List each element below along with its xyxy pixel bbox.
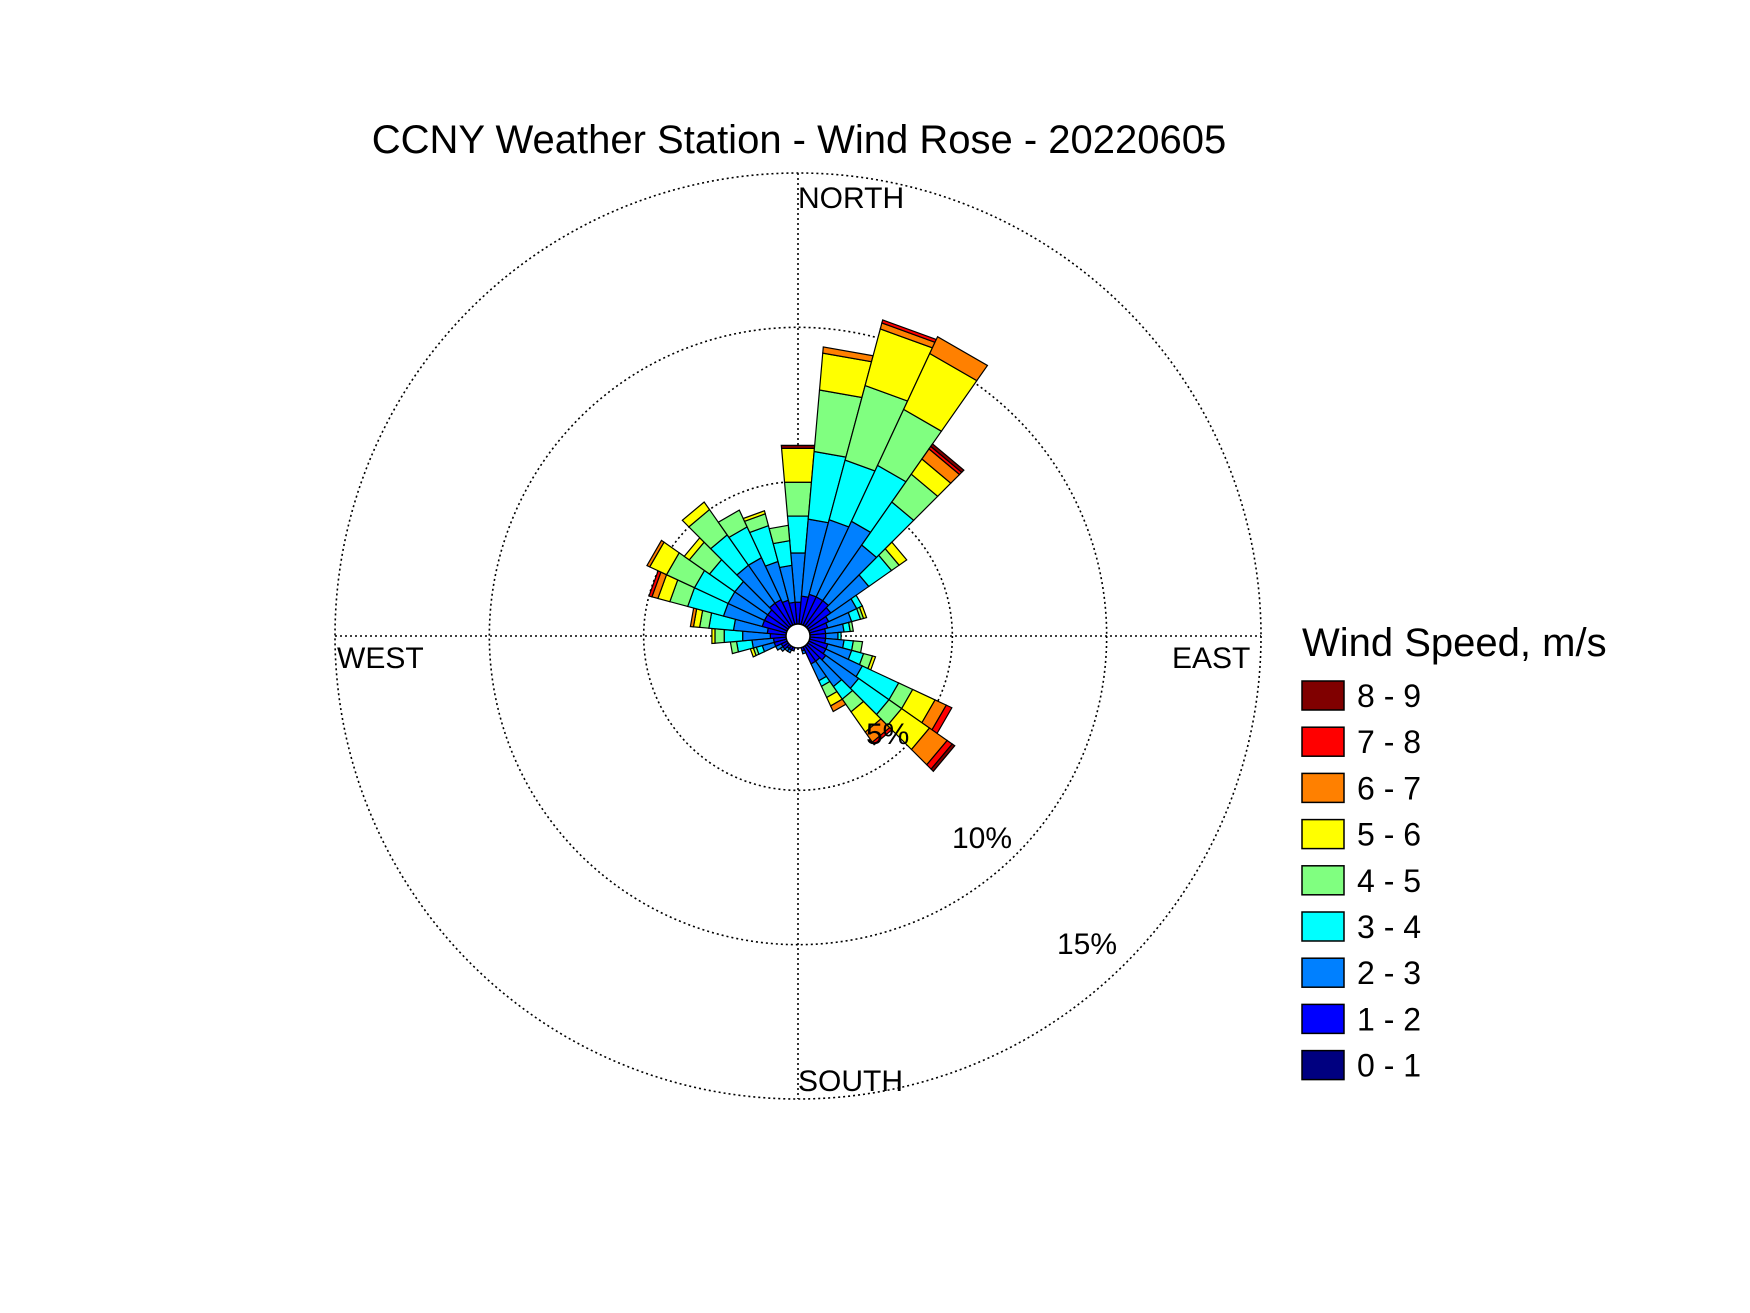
sector-260-speed-4-5 [729,640,740,655]
legend-swatch-8-9 [1301,680,1345,711]
center-hub [785,623,811,649]
chart-title: CCNY Weather Station - Wind Rose - 20220… [372,118,1227,162]
legend-swatch-2-3 [1301,957,1345,988]
ring-label-5: 5% [866,718,909,751]
sector-300-speed-6-7 [646,539,665,568]
west-label: WEST [337,642,424,675]
sector-70-speed-5-6 [858,605,868,620]
legend-label-3-4: 3 - 4 [1357,909,1421,945]
sector-340-speed-5-6 [742,509,766,523]
ring-label-10: 10% [952,822,1012,855]
east-label: EAST [1172,642,1250,675]
sector-130-speed-8-9 [930,743,956,773]
sector-270-speed-4-5 [714,628,725,644]
sector-40-speed-8-9 [929,442,965,474]
legend-label-6-7: 6 - 7 [1357,770,1421,806]
north-label: NORTH [798,182,904,215]
sector-330-speed-4-5 [717,509,748,539]
sector-30-speed-6-7 [928,335,989,382]
legend-swatch-3-4 [1301,911,1345,942]
sector-350-speed-4-5 [768,524,791,545]
sector-270-speed-5-6 [711,627,716,645]
legend-title: Wind Speed, m/s [1302,621,1607,665]
sector-90-speed-3-4 [837,631,842,641]
sector-140-speed-7-8 [871,726,893,746]
legend-label-1-2: 1 - 2 [1357,1001,1421,1037]
legend-label-5-6: 5 - 6 [1357,817,1421,853]
sector-80-speed-4-5 [848,620,855,633]
legend-swatch-4-5 [1301,865,1345,896]
legend-swatch-5-6 [1301,818,1345,850]
legend-swatch-1-2 [1301,1003,1345,1035]
sector-0-speed-5-6 [780,447,816,483]
sector-0-speed-8-9 [780,444,816,450]
legend: Wind Speed, m/s 8 - 9 7 - 8 6 - 7 5 - 6 4 - … [1301,621,1607,1084]
sector-0-speed-4-5 [783,481,813,517]
sector-50-speed-5-6 [884,541,908,566]
sector-160-speed-2-3 [801,649,807,655]
sector-150-speed-6-7 [829,698,847,713]
legend-swatch-6-7 [1301,772,1345,804]
ring-label-15: 15% [1057,928,1117,961]
legend-swatch-7-8 [1301,726,1345,757]
legend-label-0-1: 0 - 1 [1357,1048,1421,1084]
legend-label-8-9: 8 - 9 [1357,678,1421,714]
sector-320-speed-5-6 [681,501,711,528]
legend-label-7-8: 7 - 8 [1357,724,1421,760]
south-label: SOUTH [798,1065,903,1098]
legend-label-2-3: 2 - 3 [1357,955,1421,991]
legend-swatch-0-1 [1301,1049,1345,1081]
legend-label-4-5: 4 - 5 [1357,863,1421,899]
wind-sectors [646,319,989,773]
